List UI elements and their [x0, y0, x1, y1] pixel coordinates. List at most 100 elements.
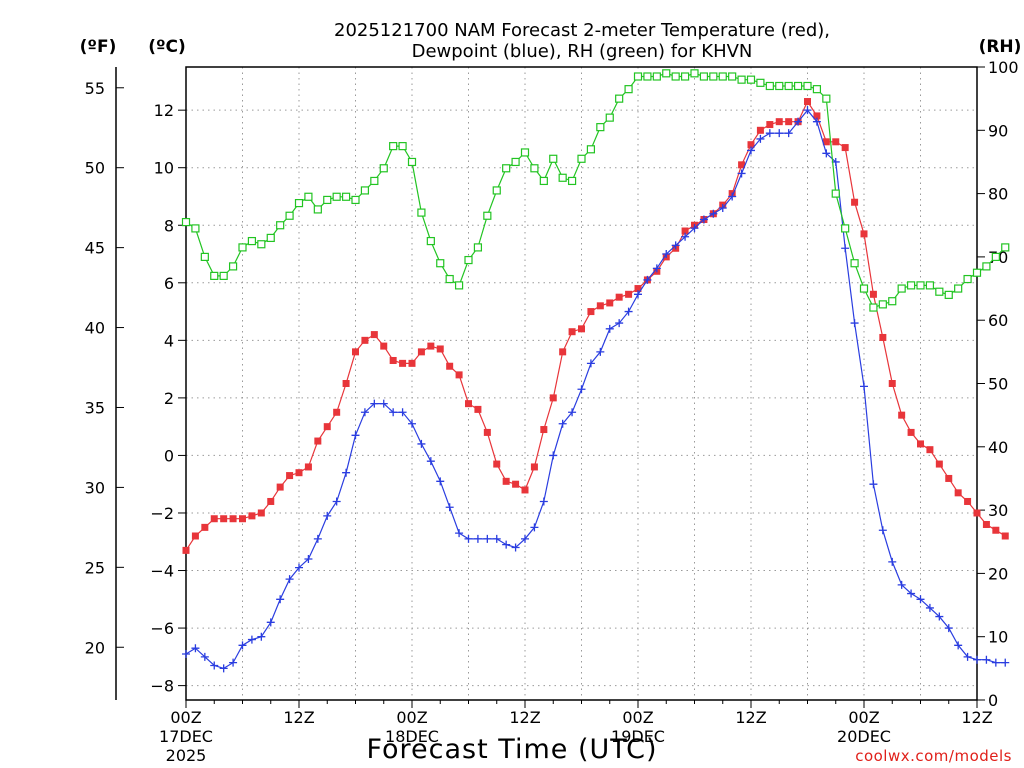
- temperature-point: [502, 477, 510, 485]
- rh-point: [643, 72, 652, 81]
- celsius-tick-label: 6: [164, 274, 174, 293]
- unit-celsius: (ºC): [148, 37, 186, 57]
- dewpoint-point: [794, 117, 803, 126]
- temperature-point: [813, 112, 821, 120]
- rh-tick-label: 20: [988, 564, 1008, 583]
- temperature-point: [239, 515, 246, 523]
- dewpoint-point: [549, 451, 558, 460]
- temperature-point: [342, 380, 350, 387]
- rh-point: [775, 81, 784, 91]
- dewpoint-point: [624, 307, 633, 316]
- rh-point: [718, 72, 727, 81]
- dewpoint-point: [219, 664, 228, 673]
- rh-point: [351, 195, 360, 205]
- rh-point: [982, 262, 991, 271]
- rh-point: [925, 281, 935, 290]
- dewpoint-point: [897, 580, 906, 589]
- series-line-temperature: [185, 100, 1006, 551]
- rh-point: [916, 281, 925, 290]
- rh-point: [756, 78, 765, 87]
- rh-tick-label: 10: [988, 628, 1008, 647]
- temperature-point: [370, 331, 378, 339]
- dewpoint-point: [502, 540, 511, 549]
- dewpoint-point: [973, 655, 981, 664]
- dewpoint-point: [332, 497, 341, 506]
- dewpoint-point: [718, 203, 727, 212]
- dewpoint-point: [285, 575, 294, 584]
- x-tick-date: 20DEC: [837, 727, 891, 746]
- temperature-point: [229, 515, 237, 523]
- rh-point: [389, 142, 398, 151]
- dewpoint-point: [841, 244, 850, 253]
- temperature-point: [992, 526, 1000, 534]
- rh-point: [605, 113, 614, 122]
- temperature-point: [1001, 532, 1009, 540]
- dewpoint-point: [492, 534, 501, 543]
- rh-point: [341, 192, 351, 201]
- temperature-point: [954, 489, 962, 497]
- series-group: [181, 69, 1010, 673]
- x-tick-date: 17DEC: [159, 727, 213, 746]
- celsius-tick-label: −6: [150, 619, 174, 638]
- rh-point: [906, 281, 916, 290]
- temperature-point: [427, 342, 435, 350]
- temperature-point: [559, 348, 567, 356]
- dewpoint-point: [775, 129, 784, 138]
- temperature-point: [220, 515, 228, 523]
- rh-point: [728, 72, 737, 81]
- rh-point: [219, 271, 228, 280]
- rh-point: [398, 142, 407, 151]
- temperature-point: [578, 325, 585, 333]
- rh-point: [417, 208, 426, 217]
- temperature-point: [756, 126, 764, 134]
- rh-point: [859, 284, 869, 293]
- rh-point: [615, 94, 624, 103]
- series-dewpoint: [182, 106, 1010, 673]
- temperature-point: [267, 497, 275, 505]
- dewpoint-point: [812, 117, 821, 126]
- temperature-point: [888, 380, 896, 387]
- dewpoint-point: [200, 652, 209, 661]
- x-tick-label: 00Z: [622, 708, 653, 727]
- dewpoint-point: [850, 319, 859, 328]
- rh-point: [407, 157, 417, 167]
- unit-fahrenheit: (ºF): [80, 37, 117, 57]
- rh-point: [539, 176, 548, 186]
- rh-point: [266, 233, 275, 243]
- temperature-point: [860, 230, 868, 238]
- rh-point: [897, 284, 906, 293]
- dewpoint-point: [888, 557, 897, 566]
- temperature-point: [465, 400, 472, 408]
- dewpoint-point: [342, 468, 351, 477]
- dewpoint-point: [963, 652, 972, 661]
- temperature-point: [474, 405, 482, 413]
- x-tick-label: 12Z: [735, 708, 766, 727]
- rh-point: [228, 262, 238, 271]
- temperature-point: [822, 138, 830, 146]
- rh-point: [549, 154, 558, 163]
- series-line-rh: [185, 72, 1006, 309]
- rh-point: [454, 281, 464, 290]
- dewpoint-point: [210, 661, 219, 670]
- temperature-point: [775, 118, 783, 126]
- fahrenheit-tick-label: 25: [85, 558, 105, 577]
- rh-tick-label: 60: [988, 311, 1008, 330]
- dewpoint-point: [276, 595, 285, 604]
- rh-tick-label: 40: [988, 438, 1008, 457]
- dewpoint-point: [483, 534, 492, 543]
- celsius-tick-label: −8: [150, 677, 174, 696]
- temperature-point: [201, 523, 209, 531]
- rh-point: [323, 195, 332, 205]
- celsius-tick-label: −4: [150, 562, 174, 581]
- dewpoint-point: [586, 359, 595, 368]
- rh-point: [436, 259, 445, 268]
- rh-point: [596, 123, 605, 132]
- fahrenheit-tick-label: 45: [85, 239, 105, 258]
- temperature-point: [295, 469, 303, 477]
- dewpoint-point: [266, 618, 275, 627]
- dewpoint-point: [360, 408, 369, 417]
- dewpoint-point: [878, 526, 887, 535]
- dewpoint-point: [662, 250, 671, 259]
- dewpoint-point: [728, 192, 737, 201]
- temperature-point: [973, 509, 981, 517]
